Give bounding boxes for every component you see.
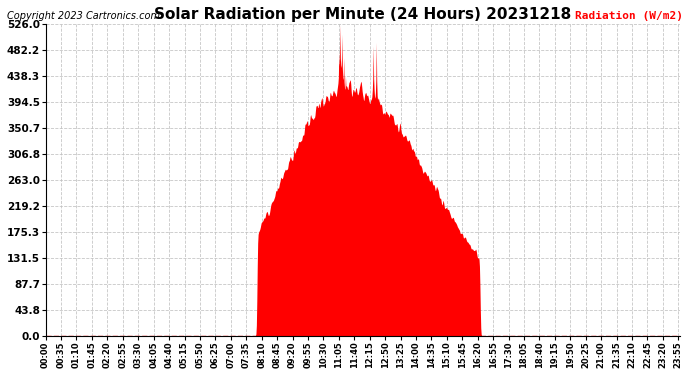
Text: Radiation (W/m2): Radiation (W/m2): [575, 11, 683, 21]
Text: Copyright 2023 Cartronics.com: Copyright 2023 Cartronics.com: [7, 11, 160, 21]
Title: Solar Radiation per Minute (24 Hours) 20231218: Solar Radiation per Minute (24 Hours) 20…: [154, 7, 571, 22]
